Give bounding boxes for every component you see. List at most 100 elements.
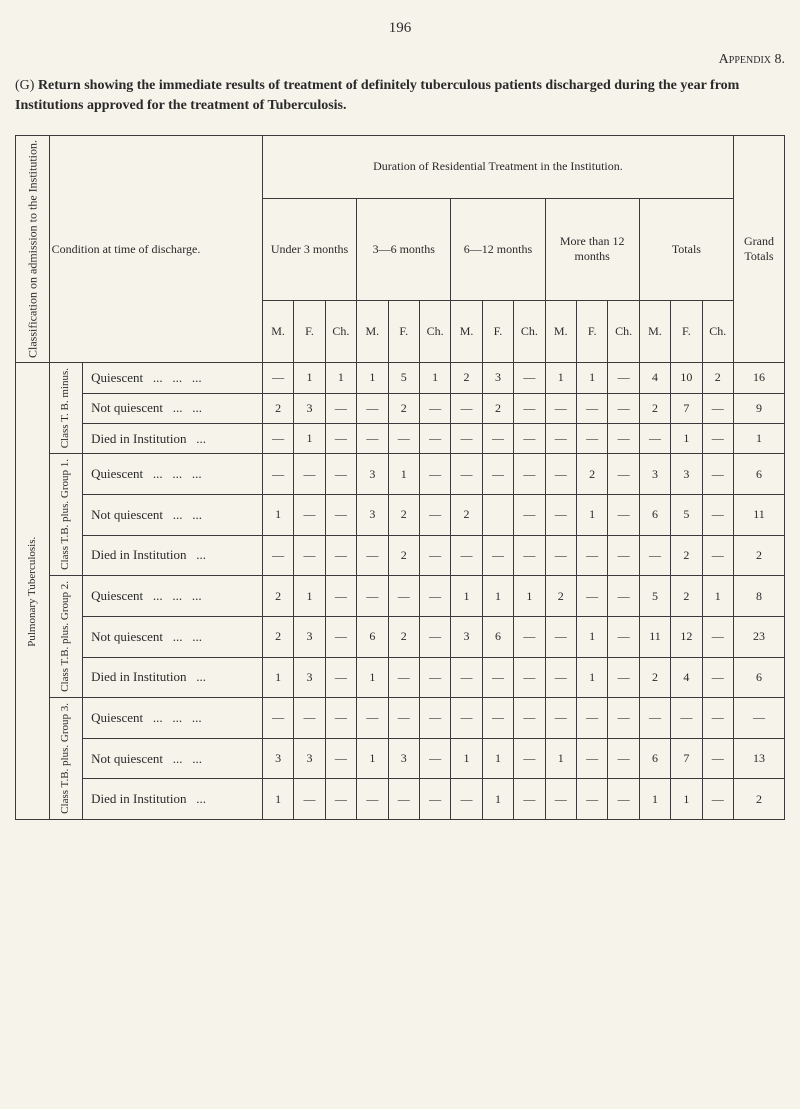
cell: —: [357, 393, 388, 423]
cell: 1: [325, 363, 356, 393]
cell: —: [419, 535, 450, 576]
text: Quiescent: [91, 466, 143, 481]
col-ch: Ch.: [608, 300, 639, 363]
table-row: Class T.B. plus. Group 3. Quiescent ... …: [16, 698, 785, 739]
table-row: Died in Institution ... 1 3 — 1 — — — — …: [16, 657, 785, 698]
cell: 10: [671, 363, 702, 393]
cell: —: [576, 393, 607, 423]
cell: —: [419, 616, 450, 657]
cell: —: [451, 779, 482, 820]
cell: —: [514, 454, 545, 495]
table-row: Class T.B. plus. Group 1. Quiescent ... …: [16, 454, 785, 495]
page-number: 196: [15, 20, 785, 37]
classification-vertical: Classification on admission to the Insti…: [16, 136, 50, 363]
cell: —: [576, 424, 607, 454]
cell: —: [545, 454, 576, 495]
cell: —: [357, 779, 388, 820]
cell: —: [451, 393, 482, 423]
cell: 3: [482, 363, 513, 393]
text: Not quiescent: [91, 751, 163, 766]
cell: —: [357, 424, 388, 454]
m6-12-header: 6—12 months: [451, 198, 545, 300]
cell: —: [576, 576, 607, 617]
cell: —: [608, 779, 639, 820]
cell: —: [419, 495, 450, 536]
cell: —: [514, 779, 545, 820]
table-row: Died in Institution ... — 1 — — — — — — …: [16, 424, 785, 454]
cell: —: [545, 535, 576, 576]
text: Died in Institution: [91, 547, 186, 562]
grand-totals-header: Grand Totals: [734, 136, 785, 363]
col-m: M.: [262, 300, 293, 363]
cell: —: [514, 363, 545, 393]
text: Not quiescent: [91, 629, 163, 644]
cell: 1: [576, 495, 607, 536]
cell: —: [608, 424, 639, 454]
cell: 1: [576, 616, 607, 657]
cell: —: [325, 495, 356, 536]
cell: 1: [671, 779, 702, 820]
col-ch: Ch.: [702, 300, 733, 363]
cell: —: [545, 698, 576, 739]
cell: 6: [639, 495, 670, 536]
cell: —: [325, 424, 356, 454]
cell: —: [325, 535, 356, 576]
cell: 2: [388, 616, 419, 657]
cell: —: [294, 495, 325, 536]
under3-header: Under 3 months: [262, 198, 356, 300]
cell: —: [702, 454, 733, 495]
condition-label: Died in Institution ...: [83, 535, 263, 576]
cell: —: [451, 657, 482, 698]
cell: —: [608, 616, 639, 657]
cell: —: [514, 616, 545, 657]
group-label-2: Class T.B. plus. Group 1.: [49, 454, 83, 576]
cell: —: [357, 576, 388, 617]
cell: —: [702, 779, 733, 820]
cell: —: [702, 535, 733, 576]
condition-label: Quiescent ... ... ...: [83, 576, 263, 617]
cell: 11: [734, 495, 785, 536]
condition-label: Not quiescent ... ...: [83, 616, 263, 657]
col-f: F.: [671, 300, 702, 363]
cell: 2: [388, 393, 419, 423]
cell: —: [325, 576, 356, 617]
cell: —: [514, 495, 545, 536]
condition-label: Not quiescent ... ...: [83, 495, 263, 536]
cell: 11: [639, 616, 670, 657]
cell: 1: [576, 657, 607, 698]
cell: —: [325, 657, 356, 698]
cell: 2: [482, 393, 513, 423]
duration-header: Duration of Residential Treatment in the…: [262, 136, 733, 199]
cell: —: [545, 779, 576, 820]
cell: —: [608, 363, 639, 393]
cell: 1: [294, 576, 325, 617]
cell: 2: [734, 535, 785, 576]
col-ch: Ch.: [514, 300, 545, 363]
cell: 3: [294, 738, 325, 779]
cell: 1: [576, 363, 607, 393]
cell: —: [388, 576, 419, 617]
cell: 2: [451, 363, 482, 393]
cell: 1: [545, 738, 576, 779]
condition-label: Died in Institution ...: [83, 657, 263, 698]
col-m: M.: [357, 300, 388, 363]
cell: —: [325, 779, 356, 820]
col-f: F.: [294, 300, 325, 363]
cell: —: [294, 454, 325, 495]
cell: 2: [545, 576, 576, 617]
cell: 13: [734, 738, 785, 779]
cell: 2: [702, 363, 733, 393]
cell: —: [608, 454, 639, 495]
cell: —: [482, 454, 513, 495]
cell: —: [294, 535, 325, 576]
group-label-3: Class T.B. plus. Group 2.: [49, 576, 83, 698]
group-label-1: Class T. B. minus.: [49, 363, 83, 454]
cell: —: [325, 616, 356, 657]
cell: —: [702, 424, 733, 454]
cell: 3: [294, 393, 325, 423]
cell: 2: [262, 576, 293, 617]
cell: —: [545, 393, 576, 423]
cell: 2: [671, 576, 702, 617]
cell: 1: [262, 779, 293, 820]
cell: 1: [734, 424, 785, 454]
